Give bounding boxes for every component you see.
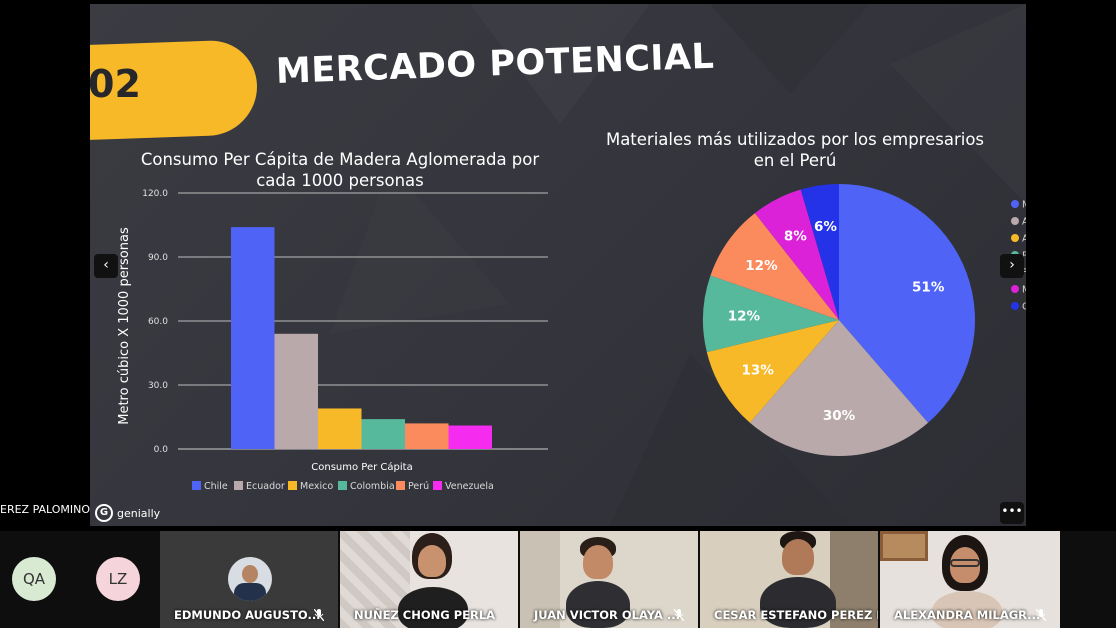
participant-name: ALEXANDRA MILAGR... bbox=[894, 608, 1041, 622]
bar-colombia bbox=[361, 419, 405, 449]
pie-slice-postformado bbox=[703, 275, 839, 353]
bar-chile bbox=[231, 227, 275, 449]
participant-tile-qa[interactable]: QA bbox=[0, 531, 70, 628]
avatar-qa: QA bbox=[12, 557, 56, 601]
screen-share-area: MERCADO POTENCIAL Consumo Per Cápita de … bbox=[0, 4, 1026, 526]
avatar-photo bbox=[228, 557, 272, 601]
genially-logo[interactable]: G genially bbox=[95, 503, 160, 523]
legend-swatch bbox=[396, 481, 405, 490]
bar-ecuador bbox=[274, 333, 318, 449]
pie-data-label: 30% bbox=[823, 408, 856, 424]
genially-brand-text: genially bbox=[117, 506, 161, 520]
x-axis-label: Consumo Per Cápita bbox=[311, 461, 412, 473]
bar-venezuela bbox=[448, 425, 492, 449]
bar-perú bbox=[405, 423, 449, 449]
pie-slice-mdf bbox=[754, 189, 839, 320]
legend-swatch bbox=[192, 481, 201, 490]
participant-strip: QA LZ EDMUNDO AUGUSTO... NUÑEZ CHONG PER… bbox=[0, 531, 1116, 628]
legend-label: Fenólicos bbox=[1022, 268, 1026, 279]
pie-chart-title: Materiales más utilizados por los empres… bbox=[595, 129, 995, 171]
participant-tile-edmundo[interactable]: EDMUNDO AUGUSTO... bbox=[160, 531, 338, 628]
genially-logo-icon: G bbox=[95, 504, 113, 522]
legend-label: Melamine bbox=[1022, 200, 1026, 211]
bar-chart: 0.0 30.0 60.0 90.0 120.0 Consumo Per Cápita Me… bbox=[117, 189, 548, 492]
participant-tile-nunez[interactable]: NUÑEZ CHONG PERLA bbox=[340, 531, 518, 628]
legend-label: Colombia bbox=[350, 481, 395, 492]
pie-slice-aglomerado bbox=[749, 320, 929, 457]
pie-data-label: 12% bbox=[745, 258, 778, 274]
legend-label: MDF bbox=[1022, 285, 1026, 296]
participant-tile-juan[interactable]: JUAN VICTOR OLAYA ... bbox=[520, 531, 698, 628]
y-tick-label: 30.0 bbox=[148, 381, 168, 391]
legend-swatch bbox=[338, 481, 347, 490]
legend-label: Aluminio bbox=[1022, 234, 1026, 245]
bar-chart-title-line: Consumo Per Cápita de Madera Aglomerada … bbox=[140, 150, 540, 169]
legend-swatch bbox=[1011, 217, 1019, 225]
legend-swatch bbox=[1011, 302, 1019, 310]
legend-label: Otros bbox=[1022, 302, 1026, 313]
pie-slice-aluminio bbox=[706, 320, 839, 423]
participant-tile-alexandra[interactable]: ALEXANDRA MILAGR... bbox=[880, 531, 1060, 628]
pie-data-label: 12% bbox=[728, 308, 761, 324]
y-tick-label: 90.0 bbox=[148, 253, 168, 263]
legend-swatch bbox=[1011, 234, 1019, 242]
legend-label: Chile bbox=[204, 481, 228, 492]
pie-chart-title-line: Materiales más utilizados por los empres… bbox=[605, 130, 985, 149]
legend-label: Aglomerado bbox=[1022, 217, 1026, 228]
bar-mexico bbox=[318, 408, 362, 449]
pie-slice-otros bbox=[800, 184, 839, 320]
legend-swatch bbox=[1011, 200, 1019, 208]
presenter-name-label: EREZ PALOMINO bbox=[0, 503, 91, 516]
pie-data-label: 51% bbox=[912, 280, 945, 296]
pie-chart-title-line: en el Perú bbox=[753, 151, 837, 170]
y-axis-label: Metro cúbico X 1000 personas bbox=[117, 227, 132, 425]
avatar-lz: LZ bbox=[96, 557, 140, 601]
participant-name: CESAR ESTEFANO PEREZ P... bbox=[714, 608, 878, 622]
y-tick-label: 0.0 bbox=[154, 445, 169, 455]
bar-chart-title: Consumo Per Cápita de Madera Aglomerada … bbox=[140, 149, 540, 191]
pie-data-label: 6% bbox=[814, 219, 837, 235]
participant-name: EDMUNDO AUGUSTO... bbox=[174, 608, 321, 622]
next-slide-button[interactable]: › bbox=[1000, 254, 1024, 278]
participant-tile-cesar[interactable]: CESAR ESTEFANO PEREZ P... bbox=[700, 531, 878, 628]
pie-chart: 51% 30% 13% 12% 12% 8% 6% Melamine Aglomerado Alu… bbox=[703, 184, 1026, 457]
y-tick-label: 120.0 bbox=[142, 189, 168, 199]
previous-slide-button[interactable]: ‹ bbox=[94, 254, 118, 278]
bar-chart-title-line: cada 1000 personas bbox=[256, 171, 424, 190]
legend-swatch bbox=[234, 481, 243, 490]
pie-data-label: 8% bbox=[784, 228, 807, 244]
slide-background-pattern bbox=[330, 4, 1026, 526]
participant-tile-lz[interactable]: LZ bbox=[85, 531, 155, 628]
legend-label: Mexico bbox=[300, 481, 333, 492]
more-options-button[interactable]: ••• bbox=[1000, 502, 1024, 524]
legend-swatch bbox=[433, 481, 442, 490]
mic-muted-icon bbox=[1036, 609, 1046, 621]
section-number: 02 bbox=[88, 62, 141, 106]
legend-label: Ecuador bbox=[246, 481, 285, 492]
legend-swatch bbox=[1011, 285, 1019, 293]
y-tick-label: 60.0 bbox=[148, 317, 168, 327]
pie-slice-melamine bbox=[839, 184, 975, 423]
legend-swatch bbox=[288, 481, 297, 490]
presentation-slide: MERCADO POTENCIAL Consumo Per Cápita de … bbox=[90, 4, 1026, 526]
legend-label: Venezuela bbox=[445, 481, 494, 492]
mic-muted-icon bbox=[314, 609, 324, 621]
participant-name: JUAN VICTOR OLAYA ... bbox=[534, 608, 681, 622]
mic-muted-icon bbox=[674, 609, 684, 621]
participant-name: NUÑEZ CHONG PERLA bbox=[354, 608, 496, 622]
pie-data-label: 13% bbox=[742, 363, 775, 379]
pie-slice-fenólicos bbox=[710, 213, 839, 320]
legend-label: Perú bbox=[408, 481, 429, 492]
legend-label: PostFormado bbox=[1022, 251, 1026, 262]
